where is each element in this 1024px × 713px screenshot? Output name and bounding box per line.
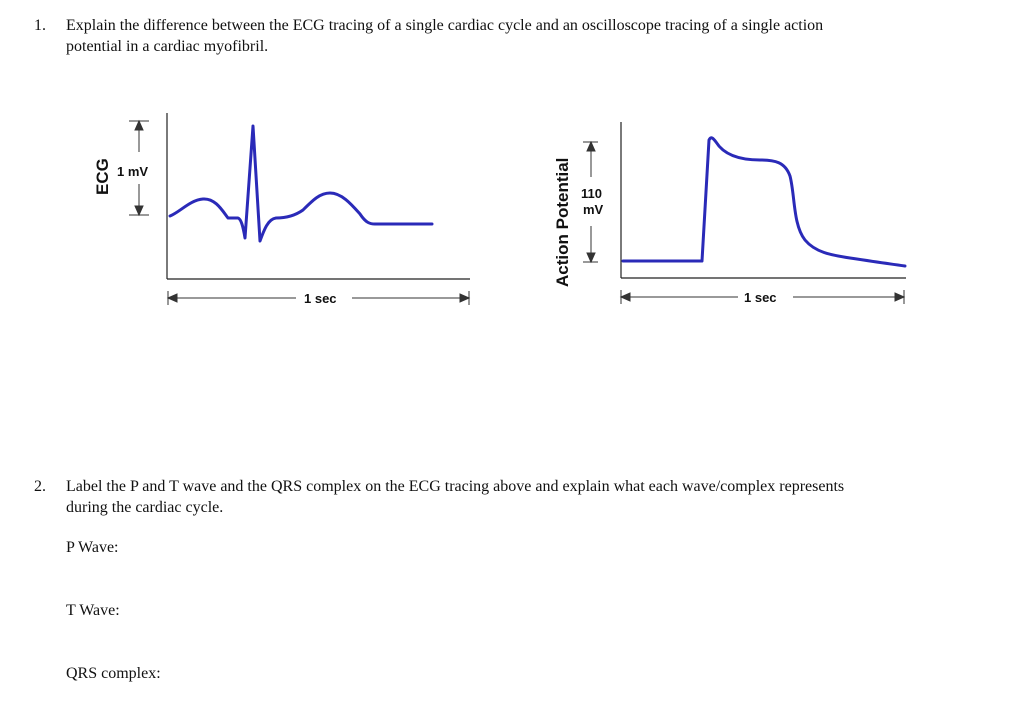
- qrs-complex-label: QRS complex:: [66, 665, 161, 682]
- ap-time-bar: [619, 290, 906, 304]
- ecg-time-label: 1 sec: [304, 291, 337, 306]
- ecg-time-bar: [166, 291, 471, 305]
- ecg-trace: [168, 124, 434, 243]
- ap-time-label: 1 sec: [744, 290, 777, 305]
- ap-ylabel: Action Potential: [553, 158, 572, 287]
- ap-scale-value: 110: [581, 186, 602, 201]
- question-text-line1: Explain the difference between the ECG t…: [66, 17, 824, 34]
- ecg-ylabel: ECG: [93, 158, 112, 195]
- question-1: 1. Explain the difference between the EC…: [34, 15, 1014, 59]
- ap-axes: [620, 122, 906, 279]
- question-number: 2.: [34, 478, 46, 495]
- ap-scale-bar: [583, 140, 598, 264]
- question-2: 2. Label the P and T wave and the QRS co…: [34, 476, 1014, 520]
- action-potential-figure: Action Potential 110 mV 1 sec: [553, 122, 907, 305]
- question-text-line1: Label the P and T wave and the QRS compl…: [66, 478, 845, 495]
- ap-trace: [621, 136, 907, 268]
- ap-scale-unit: mV: [583, 202, 604, 217]
- t-wave-label: T Wave:: [66, 602, 120, 619]
- p-wave-label: P Wave:: [66, 539, 119, 556]
- ecg-scale-bar: [129, 119, 149, 217]
- question-text-line2: during the cardiac cycle.: [66, 499, 224, 516]
- ecg-axes: [166, 113, 470, 280]
- ecg-figure: 1 mV ECG 1 sec: [93, 113, 471, 306]
- question-number: 1.: [34, 17, 46, 34]
- question-text-line2: potential in a cardiac myofibril.: [66, 38, 269, 55]
- ecg-scale-label: 1 mV: [117, 164, 148, 179]
